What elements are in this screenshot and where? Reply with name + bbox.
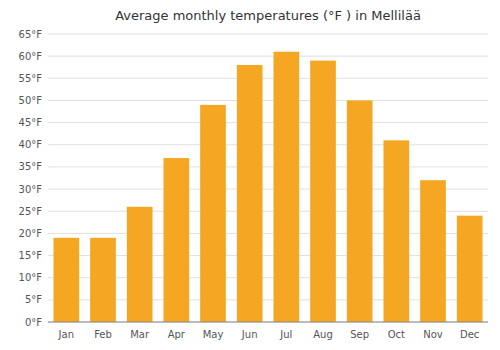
bar <box>347 100 373 322</box>
grid-line <box>48 100 488 101</box>
page: {"chart_data": {"type": "bar", "title": … <box>0 0 500 350</box>
chart-svg: Average monthly temperatures (°F ) in Me… <box>0 0 500 350</box>
x-tick-label: Dec <box>460 329 479 340</box>
grid-line <box>48 78 488 79</box>
bar <box>420 180 446 322</box>
x-tick-label: Sep <box>350 329 369 340</box>
x-tick-label: Nov <box>423 329 443 340</box>
bar <box>384 140 410 322</box>
x-tick-label: Jun <box>241 329 258 340</box>
x-tick-label: Mar <box>130 329 150 340</box>
y-tick-label: 40°F <box>19 139 43 150</box>
y-grid <box>48 34 488 322</box>
bar <box>127 207 153 322</box>
x-tick-label: Jan <box>58 329 74 340</box>
x-tick-label: Aug <box>313 329 333 340</box>
grid-line <box>48 144 488 145</box>
bar <box>90 238 116 322</box>
bar <box>164 158 190 322</box>
bar <box>54 238 80 322</box>
chart-container: Average monthly temperatures (°F ) in Me… <box>0 0 500 350</box>
y-tick-label: 10°F <box>19 272 43 283</box>
y-tick-label: 20°F <box>19 228 43 239</box>
y-tick-label: 45°F <box>19 117 43 128</box>
y-tick-label: 65°F <box>19 29 43 40</box>
grid-line <box>48 34 488 35</box>
x-tick-label: May <box>203 329 224 340</box>
grid-line <box>48 322 488 323</box>
grid-line <box>48 166 488 167</box>
y-tick-label: 50°F <box>19 95 43 106</box>
bar <box>200 105 226 322</box>
y-tick-label: 55°F <box>19 73 43 84</box>
x-tick-label: Jul <box>279 329 292 340</box>
y-tick-label: 5°F <box>25 294 42 305</box>
y-tick-label: 15°F <box>19 250 43 261</box>
x-axis-line <box>48 322 488 323</box>
y-tick-label: 60°F <box>19 51 43 62</box>
y-tick-label: 35°F <box>19 161 43 172</box>
x-tick-label: Oct <box>388 329 405 340</box>
grid-line <box>48 56 488 57</box>
bar <box>310 61 336 322</box>
bar <box>274 52 300 322</box>
y-tick-label: 30°F <box>19 184 43 195</box>
grid-line <box>48 122 488 123</box>
x-tick-label: Apr <box>168 329 186 340</box>
y-axis: 0°F 5°F 10°F 15°F 20°F 25°F 30°F 35°F 40°F 45°F 50… <box>19 29 43 328</box>
bar <box>237 65 263 322</box>
x-axis: Jan Feb Mar Apr May Jun Jul Aug Sep Oct Nov Dec <box>48 322 488 340</box>
chart-title: Average monthly temperatures (°F ) in Me… <box>115 8 421 23</box>
y-tick-label: 0°F <box>25 317 42 328</box>
x-tick-label: Feb <box>94 329 112 340</box>
y-tick-label: 25°F <box>19 206 43 217</box>
bars <box>54 52 483 322</box>
bar <box>457 216 483 322</box>
